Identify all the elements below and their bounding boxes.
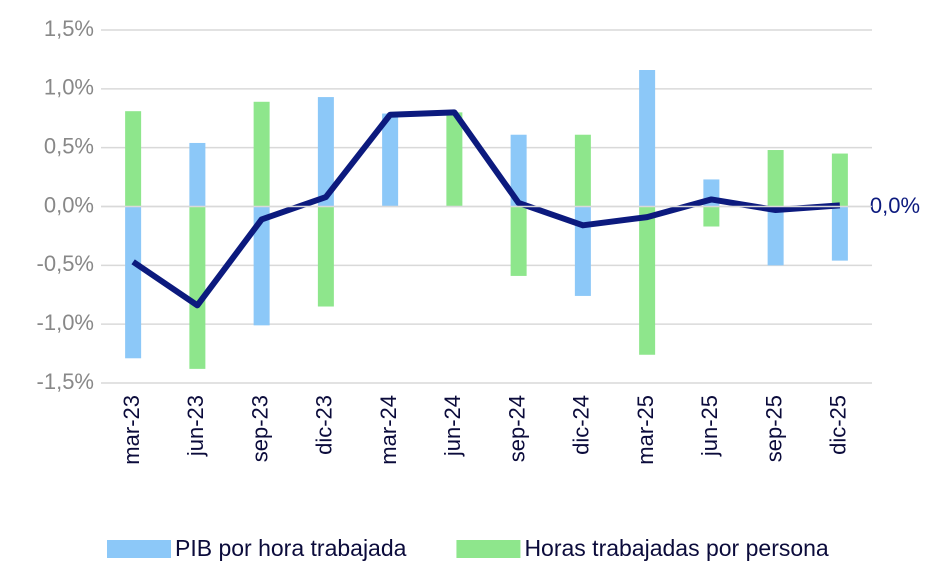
x-tick-label: sep-24 <box>504 395 529 462</box>
y-tick-label: -1,0% <box>37 310 94 335</box>
x-tick-label: jun-25 <box>697 395 722 457</box>
x-tick-label: jun-23 <box>183 395 208 457</box>
y-tick-label: -0,5% <box>37 251 94 276</box>
line <box>131 109 841 309</box>
y-tick-label: 0,5% <box>44 133 94 158</box>
bar <box>125 111 142 207</box>
bar <box>831 153 848 207</box>
x-tick-label: sep-23 <box>247 395 272 462</box>
bar <box>382 113 399 207</box>
x-tick-label: dic-23 <box>312 395 337 455</box>
x-tick-label: dic-25 <box>826 395 851 455</box>
legend-label: Horas trabajadas por persona <box>524 535 828 561</box>
bar <box>574 134 591 207</box>
bar <box>767 206 784 266</box>
x-tick-label: mar-25 <box>633 395 658 465</box>
bar <box>317 97 334 207</box>
bar <box>189 142 206 207</box>
y-tick-label: 1,5% <box>44 16 94 41</box>
x-tick-label: mar-24 <box>376 395 401 465</box>
x-tick-label: jun-24 <box>440 395 465 457</box>
bar <box>189 206 206 369</box>
y-tick-label: 1,0% <box>44 75 94 100</box>
legend-swatch <box>456 540 521 558</box>
y-tick-label: 0,0% <box>44 192 94 217</box>
bar <box>703 206 720 227</box>
bar <box>574 206 591 296</box>
bar <box>510 206 527 276</box>
x-tick-label: sep-25 <box>761 395 786 462</box>
bar <box>831 206 848 261</box>
bar <box>125 206 142 359</box>
x-tick-label: mar-23 <box>119 395 144 465</box>
bar <box>767 150 784 207</box>
y-tick-label: -1,5% <box>37 369 94 394</box>
bar <box>446 112 463 207</box>
legend-swatch <box>107 540 171 558</box>
bar <box>639 206 656 355</box>
x-tick-label: dic-24 <box>569 395 594 455</box>
bar <box>510 134 527 207</box>
bar <box>317 206 334 307</box>
bar <box>253 101 270 207</box>
value-label: 0,0% <box>870 193 920 218</box>
legend-label: PIB por hora trabajada <box>175 535 407 561</box>
bar <box>639 70 656 207</box>
bar <box>253 206 270 326</box>
